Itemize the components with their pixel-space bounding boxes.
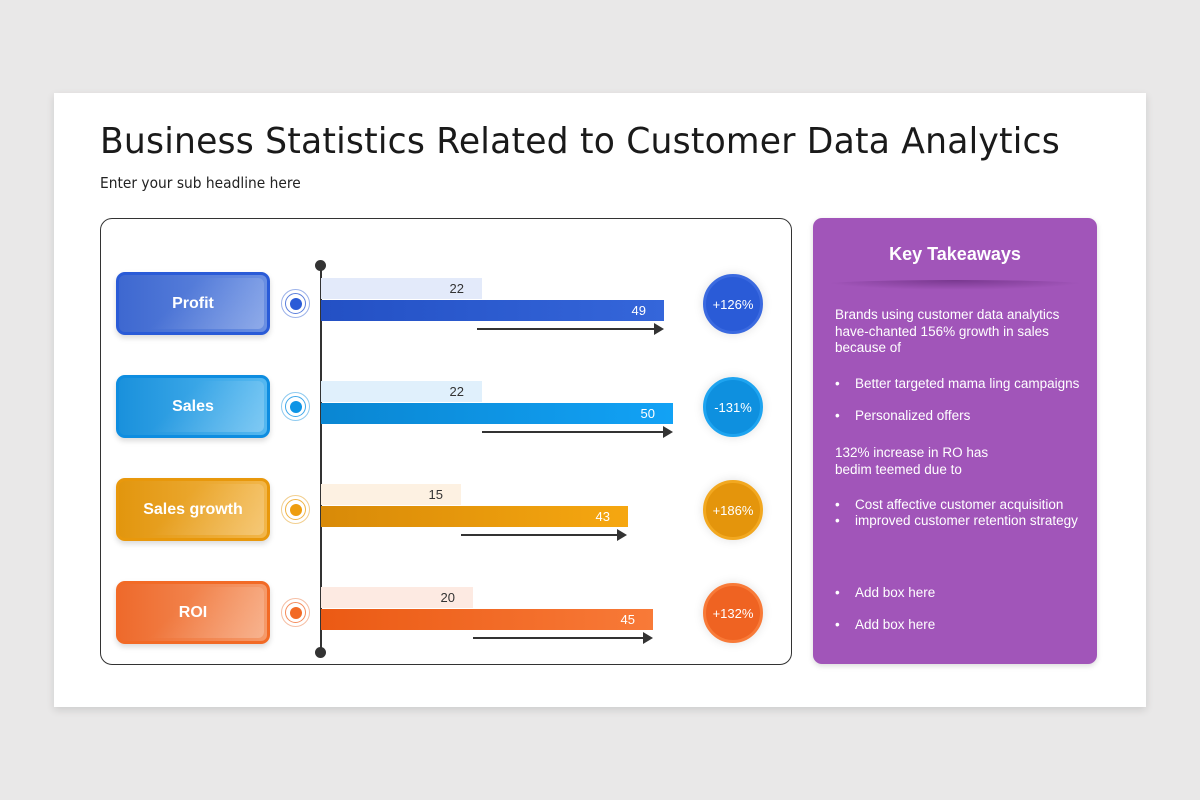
axis-top-dot: [315, 260, 326, 271]
slide: Business Statistics Related to Customer …: [54, 93, 1146, 707]
target-icon: [281, 598, 310, 627]
takeaway-bullet: Add box here: [835, 617, 1085, 634]
panel-title: Key Takeaways: [889, 244, 1021, 264]
chart-row-sales: Sales 22 50 -131%: [101, 375, 791, 445]
arrow-icon: [482, 426, 673, 438]
bar-previous: 20: [321, 587, 473, 608]
takeaway-intro: Brands using customer data analytics hav…: [835, 307, 1060, 355]
bar-previous: 22: [321, 381, 482, 402]
key-takeaways-panel: Key Takeaways Brands using customer data…: [813, 218, 1097, 664]
takeaway-bullet: Better targeted mama ling campaigns: [835, 376, 1085, 393]
bar-previous: 15: [321, 484, 461, 505]
category-button-sales-growth[interactable]: Sales growth: [116, 478, 270, 541]
takeaway-bullet: improved customer retention strategy: [835, 513, 1085, 530]
bar-previous: 22: [321, 278, 482, 299]
arrow-icon: [461, 529, 627, 541]
vertical-axis: [320, 265, 322, 653]
bar-current: 43: [321, 506, 628, 527]
change-badge: +132%: [703, 583, 763, 643]
target-icon: [281, 289, 310, 318]
target-icon: [281, 392, 310, 421]
bar-chart-container: Profit 22 49 +126% Sales 22 50 -131% Sal…: [100, 218, 792, 665]
category-button-sales[interactable]: Sales: [116, 375, 270, 438]
chart-row-roi: ROI 20 45 +132%: [101, 581, 791, 651]
target-icon: [281, 495, 310, 524]
bar-current: 45: [321, 609, 653, 630]
sub-headline: Enter your sub headline here: [100, 174, 301, 192]
takeaway-bullet: Add box here: [835, 585, 1085, 602]
category-button-profit[interactable]: Profit: [116, 272, 270, 335]
chart-row-sales-growth: Sales growth 15 43 +186%: [101, 478, 791, 548]
takeaway-bullet: Cost affective customer acquisition: [835, 497, 1097, 514]
axis-bottom-dot: [315, 647, 326, 658]
change-badge: +126%: [703, 274, 763, 334]
arrow-icon: [477, 323, 664, 335]
change-badge: -131%: [703, 377, 763, 437]
page-title: Business Statistics Related to Customer …: [100, 121, 1060, 162]
category-button-roi[interactable]: ROI: [116, 581, 270, 644]
change-badge: +186%: [703, 480, 763, 540]
arrow-icon: [473, 632, 653, 644]
bar-current: 50: [321, 403, 673, 424]
bar-current: 49: [321, 300, 664, 321]
takeaway-bullet: Personalized offers: [835, 408, 1085, 425]
chart-row-profit: Profit 22 49 +126%: [101, 272, 791, 342]
panel-divider: [819, 280, 1091, 290]
takeaway-intro: 132% increase in RO has bedim teemed due…: [835, 445, 989, 477]
